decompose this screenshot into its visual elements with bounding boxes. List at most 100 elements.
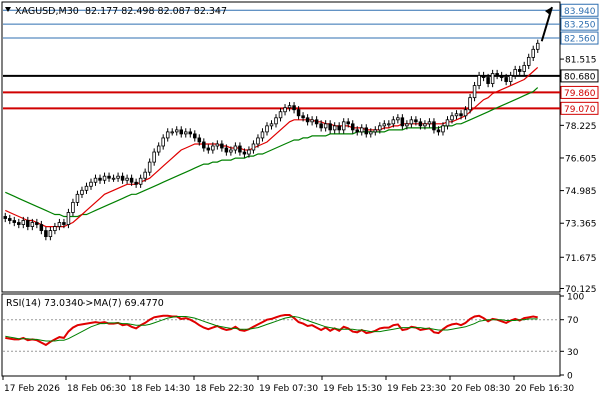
candle-body — [147, 161, 152, 173]
candle-body — [477, 75, 481, 86]
candle-body — [89, 181, 93, 187]
candle-body — [179, 129, 184, 135]
candle-body — [233, 145, 238, 151]
candle-body — [161, 137, 165, 147]
candle-body — [369, 131, 373, 135]
rsi-lines — [5, 314, 538, 347]
price-levels — [3, 9, 560, 110]
candle-body — [197, 137, 202, 143]
candle-body — [378, 125, 382, 131]
candle-body — [396, 117, 400, 121]
candle-body — [152, 151, 156, 163]
candle-body — [287, 105, 292, 109]
candle-body — [508, 75, 513, 82]
candle-body — [48, 230, 53, 238]
symbol-label: XAGUSD,M30 — [15, 6, 79, 17]
time-tick-label: 18 Feb 22:30 — [195, 384, 254, 394]
candle-body — [292, 105, 296, 111]
candle-body — [57, 222, 62, 227]
candle-body — [184, 131, 188, 135]
candle-body — [242, 151, 247, 155]
candle-body — [75, 193, 80, 203]
candle-body — [382, 123, 387, 127]
time-tick-label: 19 Feb 15:30 — [323, 384, 382, 394]
candle-body — [414, 119, 418, 123]
candle-body — [138, 177, 143, 185]
price-tick-label: 81.515 — [565, 56, 597, 66]
candle-body — [174, 129, 179, 133]
level-label-box — [560, 3, 599, 17]
candle-body — [364, 127, 369, 135]
candle-body — [3, 216, 8, 219]
price-tick-label: 73.365 — [565, 220, 597, 230]
candle-body — [459, 113, 463, 117]
candle-body — [328, 123, 332, 131]
time-axis-ticks: 17 Feb 2026 18 Feb 06:30 18 Feb 14:30 18 Fe… — [2, 376, 574, 394]
candle-body — [30, 222, 35, 227]
rsi-reference-lines — [3, 319, 560, 352]
rsi-line — [5, 314, 538, 347]
candle-body — [53, 226, 57, 231]
trend-arrow-head — [545, 7, 552, 16]
candle-body — [26, 220, 30, 227]
candle-body — [486, 77, 490, 84]
candle-body — [373, 129, 378, 133]
candle-body — [454, 113, 459, 117]
candle-body — [450, 115, 454, 121]
candle-body — [102, 175, 107, 181]
rsi-tick-label: 30 — [567, 348, 579, 358]
candle-body — [269, 123, 274, 127]
candle-body — [247, 149, 251, 155]
candle-body — [301, 115, 305, 119]
candle-body — [143, 171, 147, 179]
candle-body — [531, 48, 535, 58]
candle-body — [296, 109, 301, 117]
candle-body — [35, 222, 39, 225]
candle-body — [220, 143, 224, 149]
price-tick-label: 76.605 — [565, 154, 597, 164]
time-tick-label: 17 Feb 2026 — [4, 384, 60, 394]
rsi-ma-label: ->MA(7) 69.4770 — [82, 298, 164, 309]
candle-body — [188, 131, 193, 135]
candle-body — [472, 85, 477, 99]
candle-body — [418, 121, 423, 127]
price-tick-label: 71.675 — [565, 254, 597, 264]
level-label-box — [560, 31, 599, 45]
candle-body — [423, 123, 427, 127]
symbol-dropdown-icon[interactable] — [5, 7, 11, 12]
candle-body — [62, 222, 66, 225]
candle-body — [229, 149, 233, 153]
candle-body — [120, 175, 125, 181]
level-label-box — [560, 69, 599, 83]
candle-body — [224, 147, 229, 153]
candle-body — [481, 75, 486, 78]
candle-body — [337, 125, 341, 131]
level-label-box — [560, 101, 599, 115]
price-tick-label: 74.985 — [565, 187, 597, 197]
candle-body — [427, 121, 432, 125]
price-tick-label: 70.125 — [565, 285, 597, 295]
candle-body — [517, 69, 522, 72]
candle-body — [111, 177, 116, 180]
candle-body — [170, 131, 174, 134]
candle-body — [283, 107, 287, 113]
candle-body — [256, 137, 260, 145]
candle-body — [400, 117, 405, 127]
rsi-tick-label: 100 — [567, 293, 584, 303]
candle-body — [513, 69, 517, 76]
candle-body — [409, 119, 414, 125]
candles — [3, 39, 540, 241]
level-label-pivot: 80.680 — [564, 72, 596, 82]
level-label-resistance: 82.560 — [564, 35, 596, 45]
candle-body — [260, 131, 265, 139]
level-label-resistance: 83.250 — [564, 21, 596, 31]
candle-body — [12, 220, 17, 223]
candle-body — [323, 123, 328, 129]
candle-body — [202, 141, 206, 149]
trend-arrow-group — [540, 6, 553, 42]
candle-body — [350, 123, 355, 131]
ohlc-readout: 82.177 82.498 82.087 82.347 — [85, 6, 227, 17]
